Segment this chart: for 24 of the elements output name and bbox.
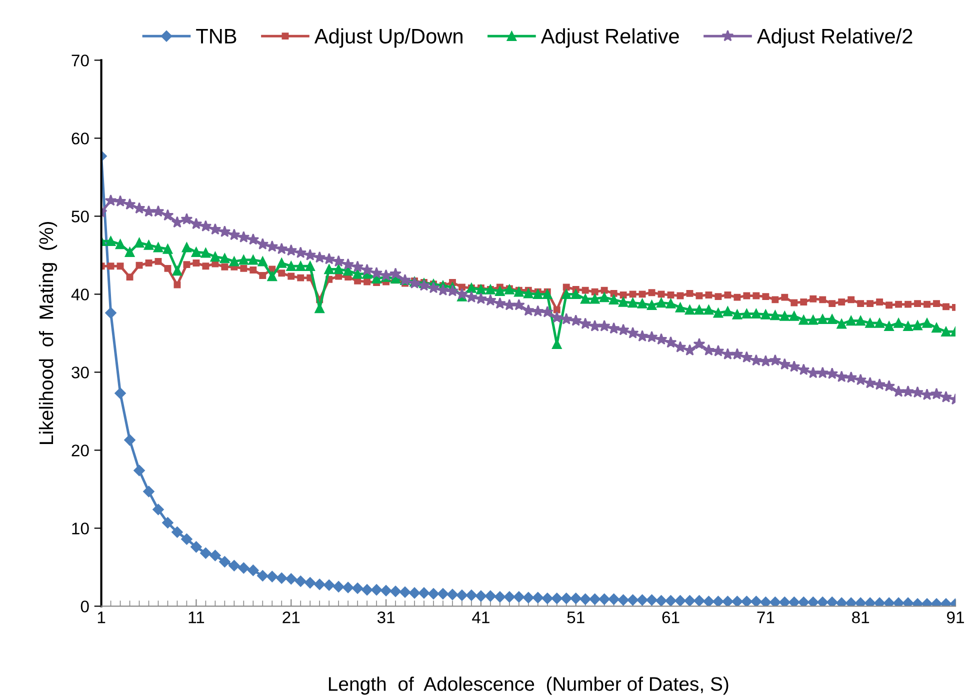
x-tick-label: 51 [567, 612, 584, 624]
x-tick-label: 71 [757, 612, 774, 624]
y-tick-label: 40 [71, 288, 89, 300]
x-tick-label: 31 [377, 612, 394, 624]
y-tick-label: 0 [80, 600, 89, 612]
x-tick-label: 61 [662, 612, 680, 624]
legend-label: Adjust Relative/2 [756, 28, 912, 48]
y-tick-label: 10 [72, 522, 89, 534]
legend-label: TNB [196, 29, 236, 44]
y-tick-label: 50 [72, 210, 89, 222]
x-tick-label: 11 [188, 612, 204, 624]
x-tick-label: 91 [947, 612, 964, 624]
y-tick-label: 60 [72, 132, 89, 144]
y-tick-label: 70 [72, 54, 89, 66]
y-axis-title: Likelihood of Mating (%) [38, 222, 58, 444]
y-tick-label: 30 [72, 366, 89, 378]
x-axis-title: Length of Adolescence (Number of Dates, S) [328, 676, 728, 695]
y-tick-label: 20 [72, 444, 89, 456]
x-tick-label: 1 [98, 612, 106, 624]
legend-label: Adjust Up/Down [314, 28, 462, 48]
x-tick-label: 81 [852, 612, 870, 624]
x-tick-label: 41 [472, 612, 490, 624]
legend-label: Adjust Relative [540, 28, 679, 48]
x-tick-label: 21 [282, 612, 300, 624]
